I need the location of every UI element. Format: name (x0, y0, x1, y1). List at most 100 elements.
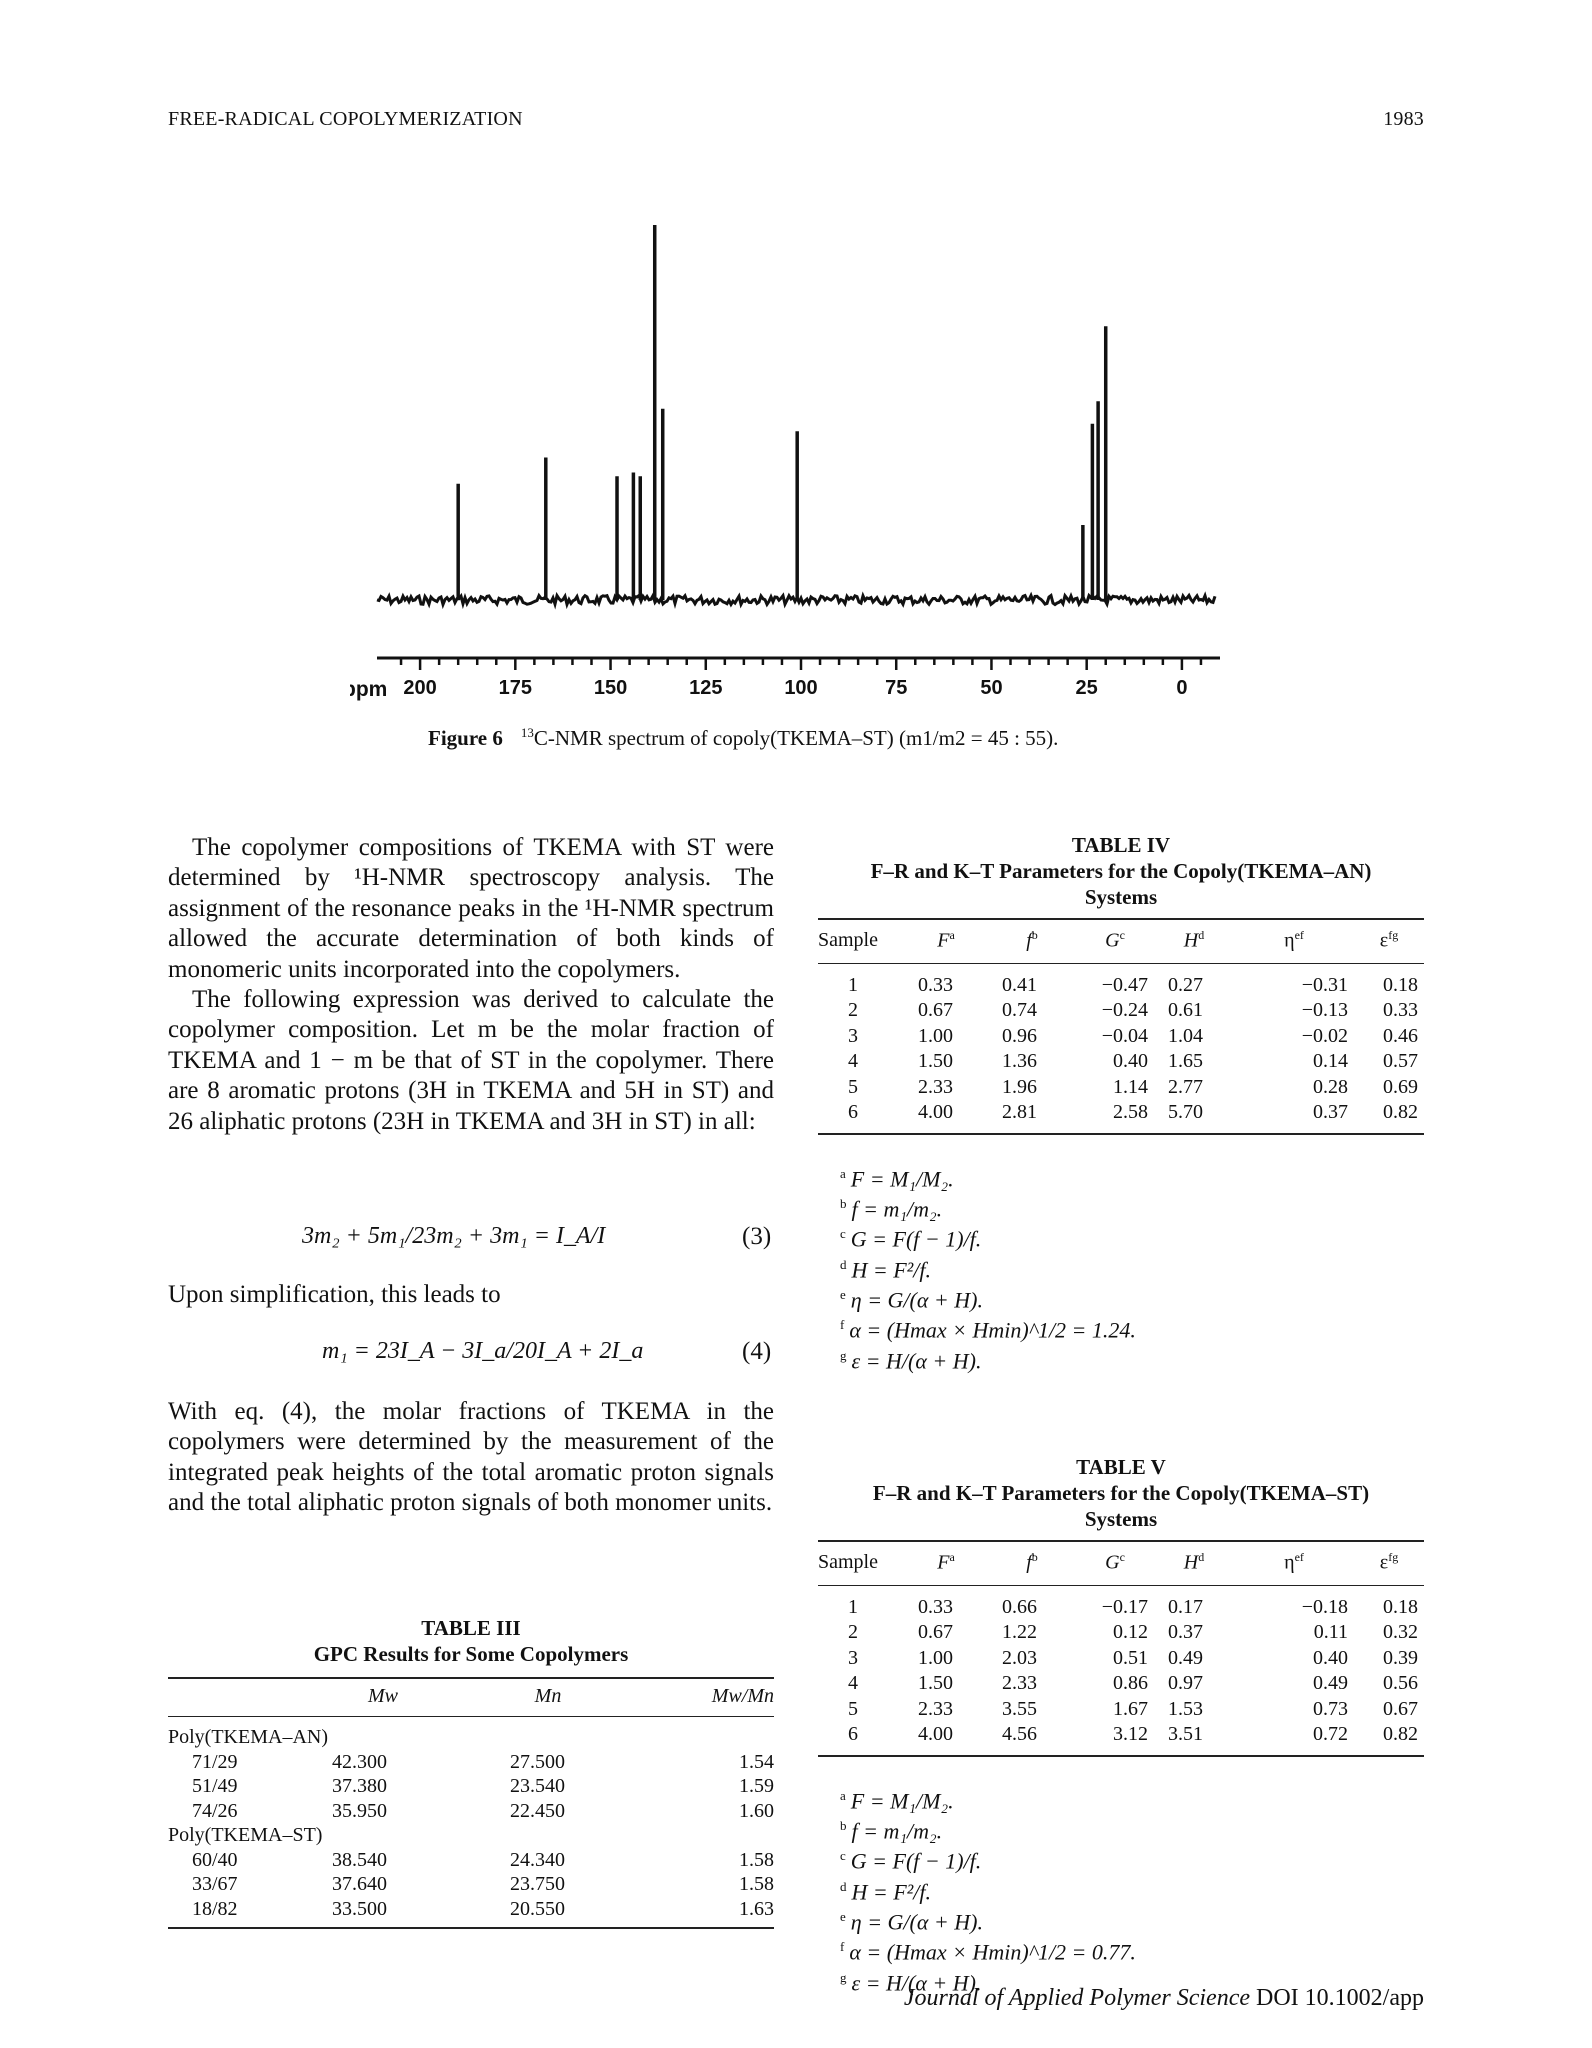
table-cell: 1.96 (1002, 1075, 1037, 1098)
table-cell: 0.37 (1234, 1100, 1354, 1135)
table-cell: 1.00 (918, 1646, 953, 1669)
header-cell: Hd (1154, 917, 1234, 964)
table-cell: 37.380 (332, 1775, 387, 1797)
table-cell: 3.55 (1002, 1697, 1037, 1720)
table-cell: 4 (848, 1672, 858, 1695)
table-cell: 1.36 (1002, 1050, 1037, 1073)
table-row: 3 1.00 2.03 0.51 0.49 0.40 0.39 (818, 1646, 1424, 1672)
table-row: 6 4.00 4.56 3.12 3.51 0.72 0.82 (818, 1722, 1424, 1757)
table-subtitle: F–R and K–T Parameters for the Copoly(TK… (872, 1481, 1370, 1505)
table-row: 18/82 33.500 20.550 1.63 (168, 1896, 774, 1929)
x-tick-label: 75 (885, 677, 907, 699)
table-cell: 3.12 (1076, 1722, 1154, 1757)
table-cell: 3 (848, 1646, 858, 1669)
table-cell: 0.66 (1002, 1595, 1037, 1618)
table-cell: 0.18 (1383, 1595, 1418, 1618)
table-row: 1 0.33 0.41 −0.47 0.27 −0.31 0.18 (818, 963, 1424, 998)
table-cell: 0.40 (1113, 1050, 1148, 1073)
table-cell: 0.69 (1383, 1075, 1418, 1098)
table-cell: 2.33 (918, 1075, 953, 1098)
table-cell: −0.17 (1101, 1595, 1148, 1618)
table-cell: 0.37 (1168, 1621, 1203, 1644)
table-row: 4 1.50 1.36 0.40 1.65 0.14 0.57 (818, 1049, 1424, 1075)
caption-text: C-NMR spectrum of copoly(TKEMA–ST) (m1/m… (533, 726, 1059, 750)
table-iv: TABLE IV F–R and K–T Parameters for the … (818, 832, 1424, 1373)
table-header-row: Sample Fa fb Gc Hd ηef εfg (818, 1539, 1424, 1586)
table-cell: 0.74 (1002, 999, 1037, 1022)
header-cell: Mw (318, 1677, 448, 1717)
table-row: 3 1.00 0.96 −0.04 1.04 −0.02 0.46 (818, 1024, 1424, 1050)
table-cell: 0.12 (1113, 1621, 1148, 1644)
table-cell: 1.60 (739, 1799, 774, 1822)
table-cell: 1.63 (648, 1896, 774, 1929)
table-cell: 3.51 (1154, 1722, 1234, 1757)
header-cell: fb (988, 1539, 1076, 1586)
table-cell: 5.70 (1154, 1100, 1234, 1135)
table-cell: −0.31 (1301, 973, 1348, 996)
table-cell: 2.81 (988, 1100, 1076, 1135)
table-cell: 60/40 (192, 1848, 238, 1871)
gpc-table: Mw Mn Mw/Mn Poly(TKEMA–AN) 71/29 42.300 27.… (168, 1677, 774, 1929)
table-cell: 0.96 (1002, 1024, 1037, 1047)
table-cell: 42.300 (332, 1750, 387, 1773)
table-cell: −0.18 (1301, 1595, 1348, 1618)
header-cell: Fa (904, 917, 988, 964)
paragraph: The following expression was derived to … (168, 986, 774, 1135)
table-cell: 18/82 (168, 1896, 318, 1929)
fr-kt-table-st: Sample Fa fb Gc Hd ηef εfg 1 0.33 0.66 −0.17 0.17 −… (818, 1539, 1424, 1757)
table-cell: 1.58 (739, 1848, 774, 1871)
table-cell: −0.13 (1301, 999, 1348, 1022)
table-cell: 2.77 (1168, 1075, 1203, 1098)
table-row: 60/40 38.540 24.340 1.58 (168, 1848, 774, 1873)
table-cell: 0.32 (1383, 1621, 1418, 1644)
page-number: 1983 (1383, 108, 1424, 130)
table-cell: 2 (848, 999, 858, 1022)
table-cell: 0.61 (1168, 999, 1203, 1022)
table-cell: 0.41 (1002, 973, 1037, 996)
table-row: 33/67 37.640 23.750 1.58 (168, 1872, 774, 1897)
table-cell: 0.33 (918, 1595, 953, 1618)
table-cell: 0.33 (918, 973, 953, 996)
table-cell: 6 (818, 1100, 904, 1135)
table-cell: 4 (848, 1050, 858, 1073)
header-cell: Sample (818, 1539, 904, 1586)
header-cell: Mn (448, 1677, 648, 1717)
paragraph: The copolymer compositions of TKEMA with… (168, 834, 774, 983)
x-tick-label: 200 (403, 677, 436, 699)
table-cell: 33/67 (192, 1873, 238, 1895)
table-cell: 0.73 (1313, 1697, 1348, 1720)
table-cell: −0.02 (1301, 1024, 1348, 1047)
table-row: 74/26 35.950 22.450 1.60 (168, 1799, 774, 1824)
table-cell: 0.67 (1383, 1697, 1418, 1720)
table-cell: 0.49 (1313, 1672, 1348, 1695)
figure-caption: Figure 6 13C-NMR spectrum of copoly(TKEMA… (428, 725, 1058, 751)
table-header-row: Mw Mn Mw/Mn (168, 1677, 774, 1717)
table-cell: 0.86 (1113, 1672, 1148, 1695)
table-cell: 2.33 (1002, 1672, 1037, 1695)
x-tick-label: 25 (1076, 677, 1098, 699)
header-cell: Gc (1076, 1539, 1154, 1586)
table-cell: 0.72 (1234, 1722, 1354, 1757)
header-cell: ηef (1234, 917, 1354, 964)
equation-4: m₁ = 23I_A − 3I_a/20I_A + 2I_a (322, 1338, 644, 1364)
table-cell: 1.22 (1002, 1621, 1037, 1644)
header-cell: Fa (904, 1539, 988, 1586)
table-cell: 2.03 (1002, 1646, 1037, 1669)
table-cell: 0.18 (1383, 973, 1418, 996)
table-cell: 0.28 (1313, 1075, 1348, 1098)
table-title: TABLE V (1076, 1455, 1166, 1479)
table-cell: −0.47 (1101, 973, 1148, 996)
table-cell: 5 (848, 1697, 858, 1720)
table-row: 51/49 37.380 23.540 1.59 (168, 1774, 774, 1799)
table-cell: 0.82 (1354, 1722, 1424, 1757)
table-cell: 0.14 (1313, 1050, 1348, 1073)
